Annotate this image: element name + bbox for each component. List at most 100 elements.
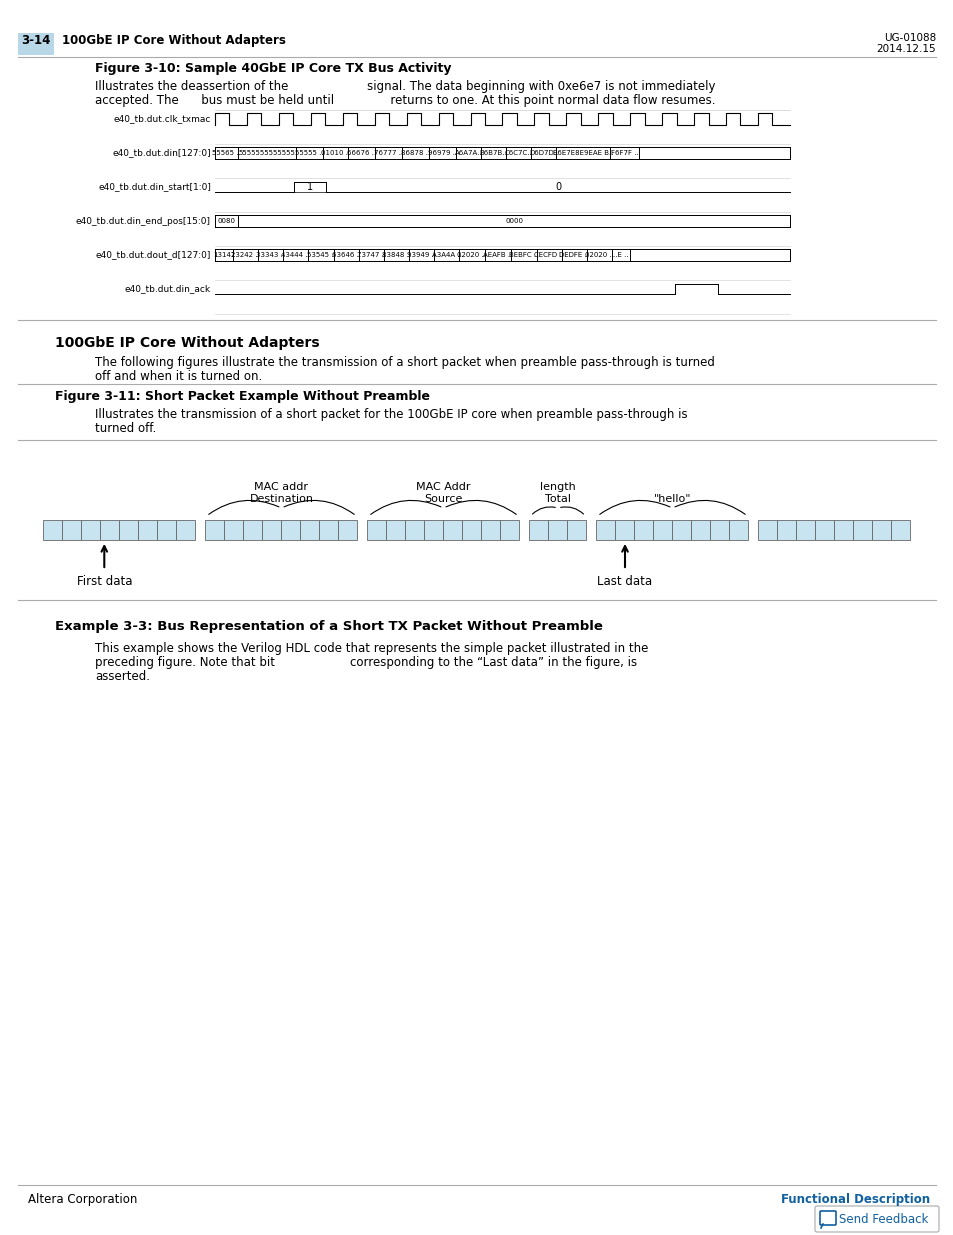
Text: 1: 1 (307, 182, 313, 191)
Text: Send Feedback: Send Feedback (838, 1213, 927, 1226)
Text: AEAFB ..: AEAFB .. (483, 252, 512, 258)
Text: Example 3-3: Bus Representation of a Short TX Packet Without Preamble: Example 3-3: Bus Representation of a Sho… (55, 620, 602, 634)
Text: B6B7B..: B6B7B.. (479, 149, 507, 156)
Text: 0: 0 (555, 182, 560, 191)
Bar (176, 520, 195, 540)
Bar (529, 520, 548, 540)
Text: 76777 ..: 76777 .. (374, 149, 402, 156)
Text: MAC Addr: MAC Addr (416, 482, 470, 492)
Text: e40_tb.dut.din[127:0]: e40_tb.dut.din[127:0] (112, 148, 211, 158)
Text: e40_tb.dut.din_start[1:0]: e40_tb.dut.din_start[1:0] (98, 183, 211, 191)
Text: 5555555555555: 5555555555555 (238, 149, 295, 156)
Text: 100GbE IP Core Without Adapters: 100GbE IP Core Without Adapters (62, 35, 286, 47)
Text: 55555 ..: 55555 .. (294, 149, 323, 156)
Text: CECFD ..: CECFD .. (534, 252, 563, 258)
Bar (138, 520, 157, 540)
Bar (205, 520, 224, 540)
Bar (300, 520, 319, 540)
Text: Altera Corporation: Altera Corporation (28, 1193, 137, 1207)
Text: 33343 ..: 33343 .. (255, 252, 285, 258)
Text: e40_tb.dut.din_end_pos[15:0]: e40_tb.dut.din_end_pos[15:0] (76, 216, 211, 226)
Text: DEDFE ..: DEDFE .. (558, 252, 589, 258)
Text: 66676 ..: 66676 .. (347, 149, 375, 156)
Text: Functional Description: Functional Description (781, 1193, 929, 1207)
Text: 73747 ..: 73747 .. (356, 252, 385, 258)
Text: Figure 3-10: Sample 40GbE IP Core TX Bus Activity: Figure 3-10: Sample 40GbE IP Core TX Bus… (95, 62, 451, 75)
Text: Last data: Last data (597, 576, 652, 588)
Bar (796, 520, 815, 540)
Bar (386, 520, 405, 540)
Bar (224, 520, 243, 540)
Bar (405, 520, 424, 540)
Text: 86878 ..: 86878 .. (400, 149, 430, 156)
Text: 53545 ..: 53545 .. (306, 252, 335, 258)
Text: 13141: 13141 (213, 252, 235, 258)
Text: Destination: Destination (250, 494, 314, 504)
Text: A6A7A..: A6A7A.. (454, 149, 481, 156)
Bar (872, 520, 890, 540)
Text: 0080: 0080 (217, 219, 235, 224)
Bar (596, 520, 615, 540)
Text: 23242 ..: 23242 .. (231, 252, 259, 258)
Bar (81, 520, 100, 540)
Text: "hello": "hello" (653, 494, 691, 504)
Text: Total: Total (544, 494, 571, 504)
Text: 43444 ..: 43444 .. (281, 252, 310, 258)
Text: Source: Source (424, 494, 462, 504)
Bar (634, 520, 653, 540)
Text: Figure 3-11: Short Packet Example Without Preamble: Figure 3-11: Short Packet Example Withou… (55, 390, 430, 403)
Text: BEBFC ..: BEBFC .. (509, 252, 538, 258)
Text: 83848 ..: 83848 .. (381, 252, 411, 258)
Bar (367, 520, 386, 540)
Text: 02020 ..: 02020 .. (457, 252, 486, 258)
Text: asserted.: asserted. (95, 671, 150, 683)
Bar (18, 33, 54, 56)
Text: 55565 ..: 55565 .. (213, 149, 241, 156)
Text: This example shows the Verilog HDL code that represents the simple packet illust: This example shows the Verilog HDL code … (95, 642, 648, 655)
Text: e40_tb.dut.clk_txmac: e40_tb.dut.clk_txmac (113, 115, 211, 124)
Text: Illustrates the transmission of a short packet for the 100GbE IP core when pream: Illustrates the transmission of a short … (95, 408, 687, 421)
Text: UG-01088: UG-01088 (882, 33, 935, 43)
Text: D6D7D..: D6D7D.. (529, 149, 558, 156)
Text: 96979 ..: 96979 .. (427, 149, 456, 156)
Bar (815, 520, 834, 540)
Bar (100, 520, 119, 540)
Bar (462, 520, 481, 540)
FancyBboxPatch shape (814, 1207, 938, 1233)
Bar (243, 520, 262, 540)
Text: 01010 ..: 01010 .. (320, 149, 350, 156)
Bar (424, 520, 443, 540)
Text: turned off.: turned off. (95, 422, 156, 435)
Bar (672, 520, 691, 540)
Bar (615, 520, 634, 540)
Text: Illustrates the deassertion of the                     signal. The data beginnin: Illustrates the deassertion of the signa… (95, 80, 715, 93)
Bar (319, 520, 338, 540)
Bar (262, 520, 281, 540)
Text: 02020 ..: 02020 .. (584, 252, 614, 258)
Text: 63646 ..: 63646 .. (332, 252, 360, 258)
Text: 100GbE IP Core Without Adapters: 100GbE IP Core Without Adapters (55, 336, 319, 350)
Bar (710, 520, 729, 540)
Text: E6E7E8E9EAE B..: E6E7E8E9EAE B.. (553, 149, 613, 156)
Text: The following figures illustrate the transmission of a short packet when preambl: The following figures illustrate the tra… (95, 356, 714, 369)
Bar (157, 520, 176, 540)
Text: 2014.12.15: 2014.12.15 (876, 44, 935, 54)
Text: e40_tb.dut.din_ack: e40_tb.dut.din_ack (125, 284, 211, 294)
Bar (834, 520, 853, 540)
Text: C6C7C..: C6C7C.. (504, 149, 532, 156)
Text: 0000: 0000 (505, 219, 522, 224)
Bar (653, 520, 672, 540)
Text: off and when it is turned on.: off and when it is turned on. (95, 370, 262, 383)
Text: accepted. The      bus must be held until               returns to one. At this : accepted. The bus must be held until ret… (95, 94, 715, 107)
Bar (44, 520, 63, 540)
Text: 93949 ..: 93949 .. (407, 252, 436, 258)
Text: F6F7F ..: F6F7F .. (610, 149, 638, 156)
Bar (281, 520, 300, 540)
Bar (567, 520, 586, 540)
Bar (853, 520, 872, 540)
Bar (548, 520, 567, 540)
Text: First data: First data (76, 576, 132, 588)
Bar (500, 520, 519, 540)
Bar (63, 520, 81, 540)
Text: e40_tb.dut.dout_d[127:0]: e40_tb.dut.dout_d[127:0] (95, 251, 211, 259)
